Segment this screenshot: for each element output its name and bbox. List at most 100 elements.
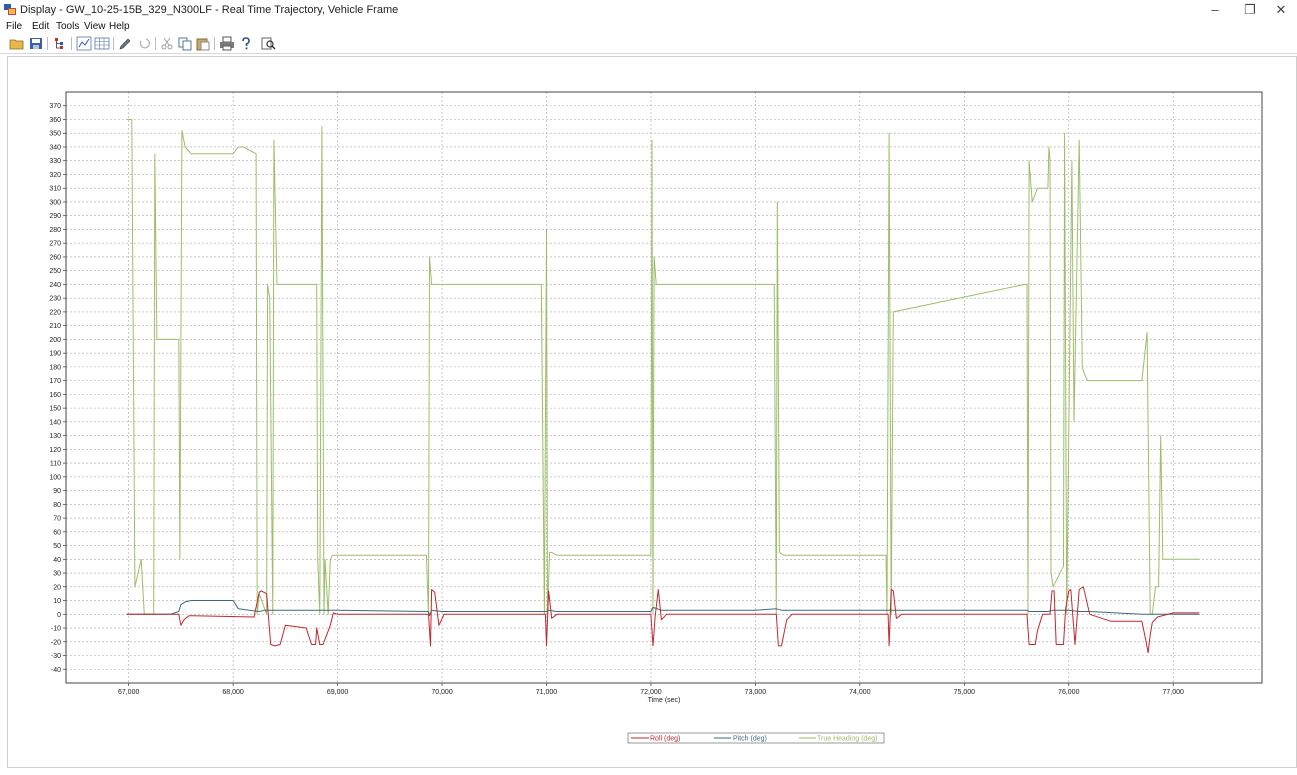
y-tick-label: 150 xyxy=(49,406,61,413)
plot-area-border xyxy=(65,91,1263,684)
y-tick-label: 10 xyxy=(53,598,61,605)
legend-roll: Roll (deg) xyxy=(631,736,680,743)
y-tick-label: 60 xyxy=(53,529,61,536)
cut-icon[interactable] xyxy=(159,36,175,51)
y-tick-label: 200 xyxy=(49,337,61,344)
pitch-series-line xyxy=(126,600,1200,617)
y-tick-label: -20 xyxy=(51,639,61,646)
y-tick-label: 300 xyxy=(49,199,61,206)
graph-icon[interactable] xyxy=(76,36,92,51)
menu-file[interactable]: File xyxy=(6,21,23,32)
undo-icon[interactable] xyxy=(136,36,152,51)
pencil-icon[interactable] xyxy=(117,36,133,51)
y-tick-label: 330 xyxy=(49,158,61,165)
y-tick-label: 100 xyxy=(49,474,61,481)
toolbar-separator xyxy=(155,37,156,50)
x-tick-label: 72,000 xyxy=(640,689,662,696)
menu-view[interactable]: View xyxy=(84,21,106,32)
y-tick-label: 230 xyxy=(49,296,61,303)
minimize-button[interactable]: – xyxy=(1211,2,1219,17)
y-tick-label: 220 xyxy=(49,309,61,316)
toolbar-separator xyxy=(113,37,114,50)
toolbar xyxy=(0,34,1297,54)
paste-icon[interactable] xyxy=(195,36,211,51)
y-tick-label: 290 xyxy=(49,213,61,220)
window-title: Display - GW_10-25-15B_329_N300LF - Real… xyxy=(20,4,399,16)
x-tick-label: 75,000 xyxy=(954,689,976,696)
x-tick-label: 70,000 xyxy=(431,689,453,696)
app-icon xyxy=(4,4,16,15)
y-tick-label: 80 xyxy=(53,502,61,509)
toolbar-separator xyxy=(47,37,48,50)
y-tick-label: 370 xyxy=(49,103,61,110)
y-tick-label: 110 xyxy=(50,461,61,468)
legend-heading-label: True Heading (deg) xyxy=(817,736,877,743)
x-axis-title: Time (sec) xyxy=(648,697,681,704)
y-tick-label: 320 xyxy=(49,172,61,179)
legend-roll-label: Roll (deg) xyxy=(650,736,680,743)
y-tick-label: 40 xyxy=(53,557,61,564)
find-icon[interactable] xyxy=(260,36,276,51)
table-icon[interactable] xyxy=(94,36,110,51)
menu-tools[interactable]: Tools xyxy=(56,21,80,32)
y-tick-label: 160 xyxy=(49,392,61,399)
x-tick-label: 68,000 xyxy=(222,689,244,696)
roll-series-line xyxy=(126,586,1200,654)
restore-button[interactable]: ❐ xyxy=(1244,2,1256,17)
y-tick-label: 30 xyxy=(53,571,61,578)
y-tick-label: 280 xyxy=(49,227,61,234)
x-tick-label: 67,000 xyxy=(118,689,140,696)
menu-edit[interactable]: Edit xyxy=(32,21,50,32)
y-tick-label: 20 xyxy=(53,584,61,591)
y-tick-label: 310 xyxy=(49,186,61,193)
legend-pitch: Pitch (deg) xyxy=(714,736,767,743)
y-tick-label: 240 xyxy=(49,282,61,289)
y-tick-label: 0 xyxy=(57,612,61,619)
x-tick-label: 73,000 xyxy=(745,689,767,696)
legend-pitch-label: Pitch (deg) xyxy=(733,736,767,743)
y-tick-label: 50 xyxy=(53,543,61,550)
help-icon[interactable] xyxy=(238,36,254,51)
print-icon[interactable] xyxy=(219,36,235,51)
y-tick-label: 180 xyxy=(49,364,61,371)
y-tick-label: 360 xyxy=(49,117,61,124)
legend-heading: True Heading (deg) xyxy=(799,736,877,743)
close-button[interactable]: ✕ xyxy=(1275,2,1287,17)
toolbar-separator xyxy=(214,37,215,50)
toolbar-separator xyxy=(71,37,72,50)
chart-grid xyxy=(63,92,1262,686)
save-icon[interactable] xyxy=(28,36,44,51)
y-tick-label: 140 xyxy=(49,419,61,426)
y-tick-label: 170 xyxy=(49,378,61,385)
y-tick-label: -40 xyxy=(51,667,61,674)
y-tick-label: 90 xyxy=(53,488,61,495)
y-tick-label: 210 xyxy=(49,323,61,330)
legend-box xyxy=(627,732,885,744)
title-bar: Display - GW_10-25-15B_329_N300LF - Real… xyxy=(0,0,1297,20)
tree-icon[interactable] xyxy=(52,36,68,51)
y-tick-label: 260 xyxy=(49,254,61,261)
y-tick-label: 70 xyxy=(53,516,61,523)
y-tick-label: 350 xyxy=(49,131,61,138)
y-tick-label: -30 xyxy=(51,653,61,660)
x-tick-label: 77,000 xyxy=(1163,689,1185,696)
menu-help[interactable]: Help xyxy=(109,21,130,32)
y-axis-labels: 3703603503403303203103002902802702602502… xyxy=(49,103,61,674)
y-tick-label: 130 xyxy=(49,433,61,440)
copy-icon[interactable] xyxy=(177,36,193,51)
y-tick-label: 190 xyxy=(49,351,61,358)
heading-series-line xyxy=(126,119,1200,615)
x-axis-labels: 67,000 68,000 69,000 70,000 71,000 72,000 73,0… xyxy=(118,689,1184,696)
x-tick-label: 74,000 xyxy=(849,689,871,696)
y-tick-label: 340 xyxy=(49,144,61,151)
y-tick-label: 120 xyxy=(49,447,61,454)
menu-bar: File Edit Tools View Help xyxy=(0,20,1297,33)
y-tick-label: 250 xyxy=(49,268,61,275)
x-tick-label: 69,000 xyxy=(327,689,349,696)
x-tick-label: 76,000 xyxy=(1058,689,1080,696)
y-tick-label: 270 xyxy=(49,241,61,248)
x-tick-label: 71,000 xyxy=(536,689,558,696)
chart-series xyxy=(126,119,1200,654)
open-folder-icon[interactable] xyxy=(9,36,25,51)
